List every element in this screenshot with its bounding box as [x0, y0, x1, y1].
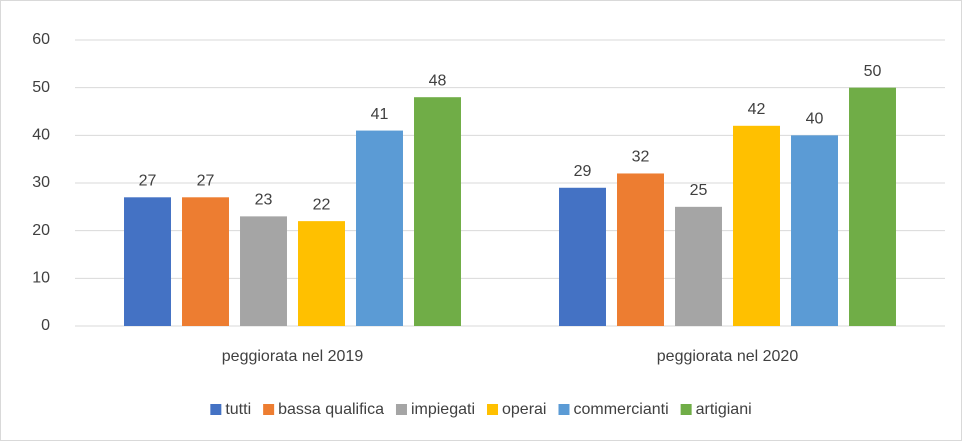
bar: [559, 187, 606, 326]
bar: [733, 125, 780, 326]
y-tick-label: 50: [32, 79, 50, 96]
legend-label: artigiani: [696, 401, 752, 418]
data-label: 25: [690, 182, 708, 199]
bar: [124, 197, 171, 326]
bar: [298, 221, 345, 326]
data-label: 41: [371, 106, 389, 123]
data-label: 27: [139, 173, 157, 190]
legend-swatch: [680, 404, 692, 415]
bar: [849, 87, 896, 327]
data-label: 42: [748, 101, 766, 118]
legend-swatch: [263, 404, 275, 415]
x-tick-label: peggiorata nel 2020: [657, 348, 799, 365]
bar: [791, 135, 838, 326]
data-label: 23: [255, 192, 273, 209]
legend-swatch: [395, 404, 407, 415]
data-label: 50: [864, 63, 882, 80]
legend-label: tutti: [225, 401, 251, 418]
data-label: 48: [429, 72, 447, 89]
y-tick-label: 20: [32, 222, 50, 239]
legend-label: operai: [502, 401, 546, 418]
y-tick-label: 60: [32, 31, 50, 48]
legend-swatch: [487, 404, 499, 415]
y-tick-label: 40: [32, 127, 50, 144]
data-label: 29: [574, 163, 592, 180]
bar: [617, 173, 664, 326]
data-label: 27: [197, 173, 215, 190]
x-tick-label: peggiorata nel 2019: [222, 348, 364, 365]
bar: [240, 216, 287, 326]
legend-swatch: [210, 404, 222, 415]
bar: [182, 197, 229, 326]
legend-label: commercianti: [573, 401, 668, 418]
y-tick-label: 0: [41, 317, 50, 334]
bar: [675, 206, 722, 326]
data-label: 40: [806, 111, 824, 128]
bar: [356, 130, 403, 326]
data-label: 22: [313, 196, 331, 213]
y-tick-label: 10: [32, 270, 50, 287]
legend-label: impiegati: [411, 401, 475, 418]
legend-label: bassa qualifica: [278, 401, 384, 418]
legend-swatch: [558, 404, 570, 415]
bar: [414, 97, 461, 326]
y-tick-label: 30: [32, 174, 50, 191]
data-label: 32: [632, 149, 650, 166]
